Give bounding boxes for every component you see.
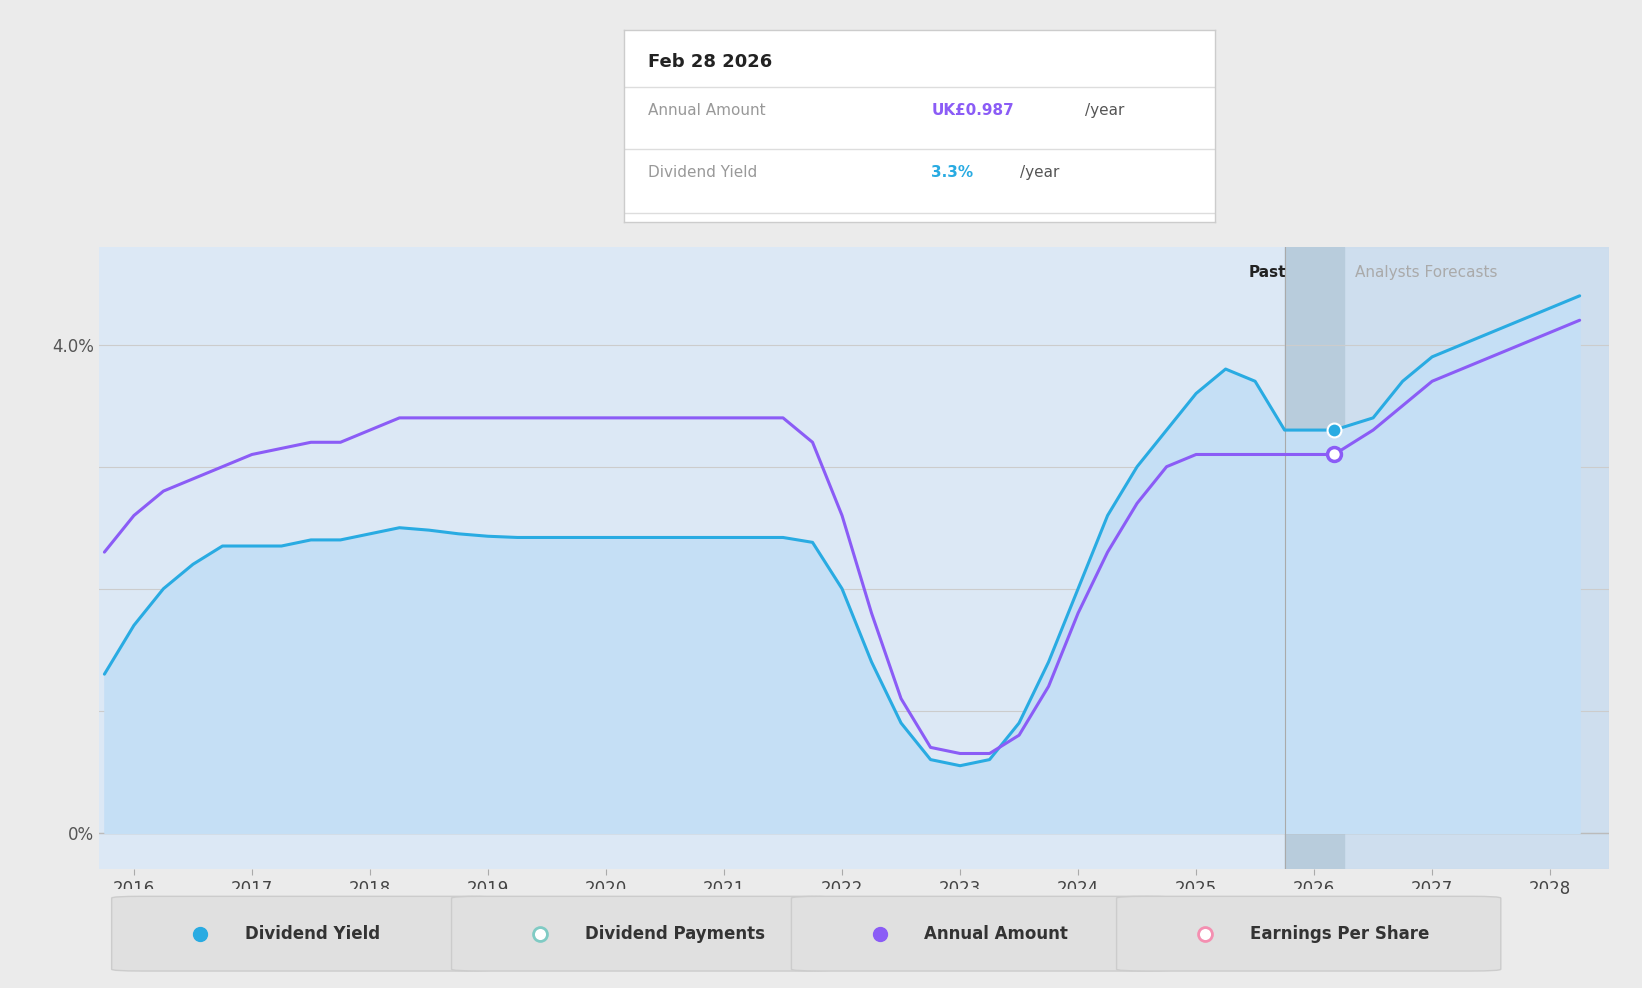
Text: /year: /year <box>1020 164 1059 180</box>
FancyBboxPatch shape <box>112 896 496 971</box>
Text: Past: Past <box>1248 265 1286 280</box>
Text: /year: /year <box>1085 103 1125 118</box>
FancyBboxPatch shape <box>452 896 836 971</box>
FancyBboxPatch shape <box>791 896 1176 971</box>
Text: Annual Amount: Annual Amount <box>647 103 765 118</box>
Text: UK£0.987: UK£0.987 <box>931 103 1015 118</box>
Text: Feb 28 2026: Feb 28 2026 <box>647 52 772 71</box>
Text: Earnings Per Share: Earnings Per Share <box>1250 925 1429 943</box>
FancyBboxPatch shape <box>1117 896 1501 971</box>
Text: Analysts Forecasts: Analysts Forecasts <box>1355 265 1498 280</box>
Bar <box>1284 247 1609 869</box>
Text: Dividend Payments: Dividend Payments <box>585 925 765 943</box>
Bar <box>1284 247 1343 869</box>
Text: Annual Amount: Annual Amount <box>924 925 1069 943</box>
Text: Dividend Yield: Dividend Yield <box>245 925 379 943</box>
Text: 3.3%: 3.3% <box>931 164 974 180</box>
Text: Dividend Yield: Dividend Yield <box>647 164 757 180</box>
